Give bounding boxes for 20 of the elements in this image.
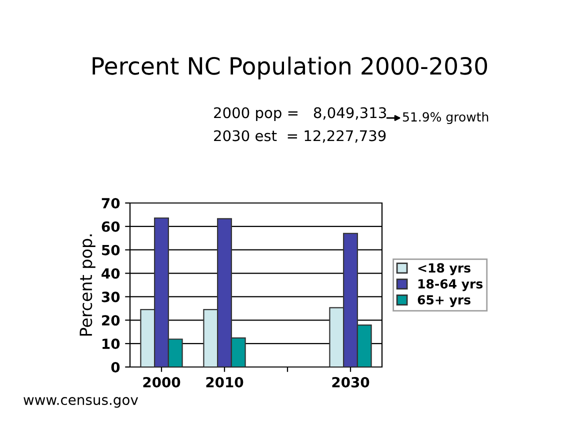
y-tick-label: 60 <box>102 221 120 232</box>
legend-label: <18 yrs <box>418 263 470 276</box>
legend-label: 18-64 yrs <box>418 279 483 292</box>
y-tick-label: 70 <box>102 198 120 208</box>
text: 2030 est = 12,227,739 <box>214 130 386 143</box>
y-axis-title: Percent pop. <box>80 234 96 336</box>
y-tick-label: 10 <box>102 338 120 350</box>
x-tick-label: 2030 <box>332 376 370 388</box>
chart-title: Percent NC Population 2000-2030 <box>92 56 488 80</box>
x-tick-label: 2000 <box>143 376 180 388</box>
y-tick-label: 40 <box>102 268 120 279</box>
y-tick-label: 20 <box>102 315 120 326</box>
text: 2000 pop = 8,049,313 <box>214 107 386 122</box>
y-tick-label: 0 <box>111 362 120 372</box>
y-tick-label: 50 <box>102 244 120 256</box>
legend-label: 65+ yrs <box>418 295 470 308</box>
text: 51.9% growth <box>402 112 488 124</box>
y-tick-label: 30 <box>102 292 120 302</box>
text: www.census.gov <box>24 397 138 408</box>
x-tick-label: 2010 <box>206 376 244 388</box>
